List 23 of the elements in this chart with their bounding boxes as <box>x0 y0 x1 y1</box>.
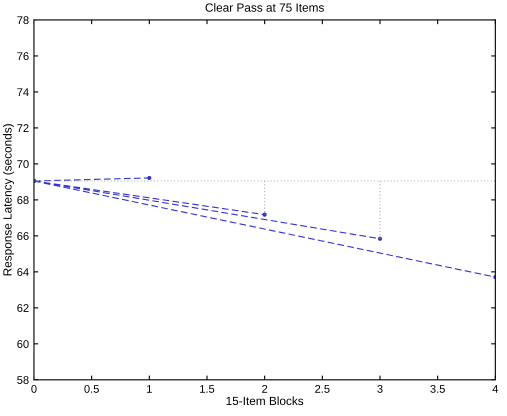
y-tick-label: 78 <box>17 16 29 24</box>
y-tick-label: 72 <box>17 124 29 132</box>
x-tick-label: 3 <box>377 384 383 393</box>
y-tick-label: 64 <box>17 268 29 276</box>
x-tick-label: 2.5 <box>315 384 330 393</box>
x-tick-label: 4 <box>492 385 498 393</box>
x-tick-label: 1 <box>147 385 152 393</box>
y-tick-label: 74 <box>17 88 29 96</box>
y-tick-label: 66 <box>17 232 29 240</box>
x-tick-label: 0.5 <box>84 384 99 393</box>
y-tick-label: 62 <box>17 304 29 312</box>
y-axis-title: Response Latency (seconds) <box>2 124 14 276</box>
y-tick-label: 70 <box>17 160 29 168</box>
x-tick-label: 3.5 <box>430 384 445 393</box>
y-tick-label: 60 <box>17 340 29 348</box>
y-tick-label: 76 <box>17 52 29 60</box>
y-tick-label: 68 <box>17 196 29 204</box>
x-tick-label: 0 <box>31 384 37 393</box>
y-tick-label: 58 <box>17 376 29 384</box>
x-tick-label: 1.5 <box>200 385 214 393</box>
x-axis-title: 15-Item Blocks <box>226 396 304 406</box>
chart-title: Clear Pass at 75 Items <box>206 3 324 12</box>
x-tick-label: 2 <box>262 384 268 393</box>
